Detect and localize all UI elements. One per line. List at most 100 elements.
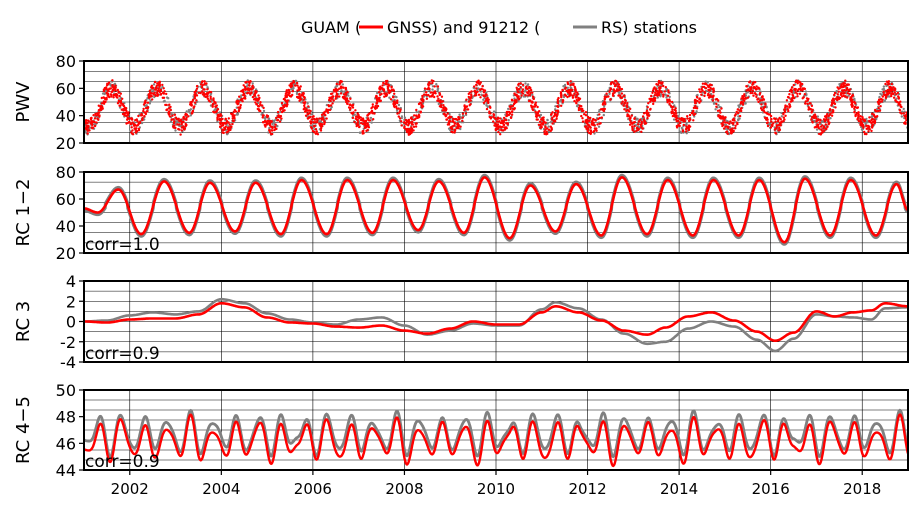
gnss-point bbox=[831, 111, 834, 114]
gnss-point bbox=[453, 128, 457, 131]
gnss-point bbox=[646, 106, 649, 109]
gnss-point bbox=[734, 124, 737, 128]
gnss-point bbox=[451, 117, 455, 121]
gnss-point bbox=[754, 81, 757, 84]
rs-point bbox=[714, 108, 717, 111]
gnss-point bbox=[764, 103, 767, 106]
gnss-point bbox=[554, 109, 558, 113]
title-gnss: GNSS) and 91212 ( bbox=[387, 18, 540, 37]
gnss-point bbox=[492, 115, 495, 119]
gnss-point bbox=[651, 89, 655, 92]
gnss-point bbox=[770, 123, 773, 127]
gnss-point bbox=[857, 119, 860, 123]
gnss-point bbox=[499, 133, 502, 136]
gnss-point bbox=[238, 95, 241, 98]
x-tick-label: 2006 bbox=[294, 480, 332, 498]
gnss-point bbox=[496, 123, 500, 126]
gnss-point bbox=[237, 100, 240, 103]
gnss-point bbox=[302, 98, 306, 101]
gnss-point bbox=[155, 84, 158, 87]
gnss-point bbox=[790, 90, 793, 93]
gnss-point bbox=[529, 88, 533, 92]
gnss-point bbox=[503, 119, 506, 122]
gnss-point bbox=[394, 101, 397, 105]
gnss-point bbox=[224, 117, 227, 121]
gnss-point bbox=[477, 93, 481, 97]
gnss-point bbox=[708, 89, 711, 92]
gnss-point bbox=[829, 112, 832, 115]
gnss-point bbox=[569, 92, 572, 96]
gnss-point bbox=[303, 110, 307, 114]
gnss-point bbox=[206, 88, 209, 91]
rs-point bbox=[251, 82, 254, 85]
gnss-point bbox=[802, 96, 805, 99]
gnss-point bbox=[433, 95, 436, 99]
gnss-point bbox=[513, 107, 516, 110]
gnss-point bbox=[662, 95, 665, 98]
gnss-point bbox=[682, 117, 685, 121]
rs-point bbox=[148, 102, 152, 105]
gnss-point bbox=[586, 130, 589, 133]
gnss-point bbox=[150, 84, 154, 88]
rs-point bbox=[423, 90, 426, 93]
gnss-point bbox=[92, 114, 95, 117]
gnss-point bbox=[172, 121, 176, 125]
gnss-point bbox=[239, 103, 242, 107]
gnss-point bbox=[749, 91, 752, 95]
gnss-point bbox=[177, 123, 181, 126]
gnss-point bbox=[655, 89, 659, 93]
gnss-point bbox=[296, 96, 300, 99]
gnss-point bbox=[635, 129, 638, 132]
gnss-point bbox=[113, 86, 116, 90]
gnss-point bbox=[768, 113, 772, 116]
gnss-point bbox=[746, 96, 750, 99]
gnss-point bbox=[473, 94, 477, 97]
rs-point bbox=[664, 93, 667, 96]
gnss-point bbox=[431, 81, 434, 85]
gnss-point bbox=[456, 125, 459, 128]
gnss-point bbox=[470, 95, 473, 98]
gnss-point bbox=[157, 87, 160, 90]
gnss-point bbox=[517, 82, 521, 86]
gnss-point bbox=[406, 120, 410, 123]
gnss-point bbox=[845, 86, 849, 90]
gnss-point bbox=[727, 126, 730, 130]
gnss-point bbox=[183, 127, 187, 130]
gnss-point bbox=[349, 108, 352, 111]
gnss-point bbox=[433, 85, 436, 88]
gnss-point bbox=[99, 105, 102, 109]
gnss-point bbox=[375, 99, 379, 102]
gnss-point bbox=[258, 96, 261, 100]
gnss-point bbox=[603, 97, 606, 101]
gnss-point bbox=[762, 106, 765, 110]
gnss-point bbox=[91, 123, 94, 127]
gnss-point bbox=[253, 93, 257, 96]
y-tick-label: 20 bbox=[56, 134, 76, 153]
gnss-point bbox=[307, 105, 310, 108]
gnss-point bbox=[624, 99, 627, 102]
rs-point bbox=[273, 121, 276, 125]
gnss-point bbox=[664, 86, 667, 89]
gnss-point bbox=[650, 99, 653, 102]
rs-point bbox=[458, 113, 461, 116]
gnss-point bbox=[850, 94, 854, 98]
gnss-point bbox=[527, 89, 531, 93]
gnss-point bbox=[525, 87, 528, 90]
gnss-point bbox=[156, 89, 159, 93]
gnss-point bbox=[374, 107, 377, 111]
gnss-point bbox=[159, 93, 163, 96]
gnss-point bbox=[636, 126, 639, 129]
gnss-point bbox=[354, 109, 357, 112]
gnss-point bbox=[127, 117, 131, 120]
gnss-point bbox=[172, 118, 175, 121]
gnss-point bbox=[214, 102, 217, 105]
gnss-point bbox=[351, 112, 354, 115]
gnss-point bbox=[719, 111, 722, 114]
gnss-point bbox=[459, 125, 462, 128]
gnss-point bbox=[167, 110, 171, 114]
gnss-point bbox=[161, 96, 164, 100]
gnss-point bbox=[784, 104, 787, 107]
gnss-point bbox=[760, 95, 764, 99]
gnss-point bbox=[185, 116, 188, 119]
gnss-point bbox=[637, 120, 641, 123]
